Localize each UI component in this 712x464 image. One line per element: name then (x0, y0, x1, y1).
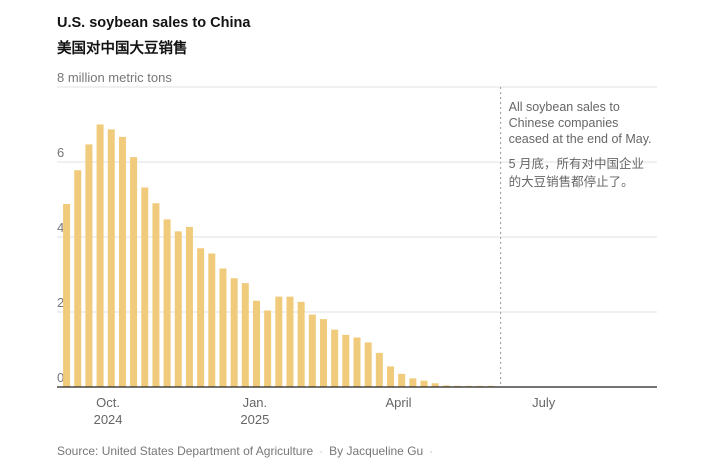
bar (152, 203, 160, 387)
chart-title: U.S. soybean sales to China (57, 15, 251, 31)
chart-subtitle: 美国对中国大豆销售 (57, 41, 188, 57)
separator: · (319, 444, 324, 458)
footer: Source: United States Department of Agri… (57, 444, 439, 458)
bar (286, 296, 294, 387)
bar (297, 301, 305, 387)
source-text: Source: United States Department of Agri… (57, 444, 314, 458)
annotation-text: ceased at the end of May. (509, 132, 652, 146)
x-tick-label: July (532, 395, 556, 410)
bar (118, 136, 126, 387)
bar (353, 337, 361, 387)
bar (208, 253, 216, 387)
bar (230, 278, 238, 387)
x-tick-label: Oct. (96, 395, 120, 410)
bar (85, 144, 93, 387)
bar (185, 226, 193, 387)
bar (63, 204, 71, 387)
bar (74, 170, 82, 387)
bar (409, 378, 417, 387)
bar (431, 383, 439, 387)
bar (219, 268, 227, 387)
byline: By Jacqueline Gu (329, 444, 424, 458)
annotation-text: All soybean sales to (509, 100, 620, 114)
bar (342, 334, 350, 387)
bar (375, 352, 383, 387)
annotation-text: Chinese companies (509, 116, 619, 130)
x-tick-year: 2025 (240, 412, 269, 427)
bar (420, 380, 428, 387)
bar (364, 342, 372, 387)
y-tick-label: 2 (57, 295, 64, 310)
x-tick-label: Jan. (243, 395, 268, 410)
bar (387, 366, 395, 387)
bar (398, 373, 406, 387)
separator: · (429, 444, 434, 458)
bar (442, 385, 450, 387)
annotation-text-zh: 的大豆销售都停止了。 (509, 174, 634, 189)
bar (319, 319, 327, 387)
y-tick-label: 6 (57, 145, 64, 160)
bar (174, 231, 182, 387)
bar (130, 157, 138, 387)
bar (163, 219, 171, 387)
x-tick-label: April (385, 395, 411, 410)
bar (141, 187, 149, 387)
bar (241, 283, 249, 387)
annotation-text-zh: 5 月底，所有对中国企业 (509, 156, 644, 171)
bar (331, 329, 339, 387)
bar (252, 300, 260, 387)
bar (96, 124, 104, 387)
bar (107, 129, 115, 387)
bar (275, 296, 283, 387)
bar (197, 248, 205, 387)
bar (264, 310, 272, 387)
x-tick-year: 2024 (94, 412, 123, 427)
bar (308, 314, 316, 387)
y-tick-label: 8 million metric tons (57, 70, 172, 85)
y-tick-label: 4 (57, 220, 64, 235)
y-tick-label: 0 (57, 370, 64, 385)
